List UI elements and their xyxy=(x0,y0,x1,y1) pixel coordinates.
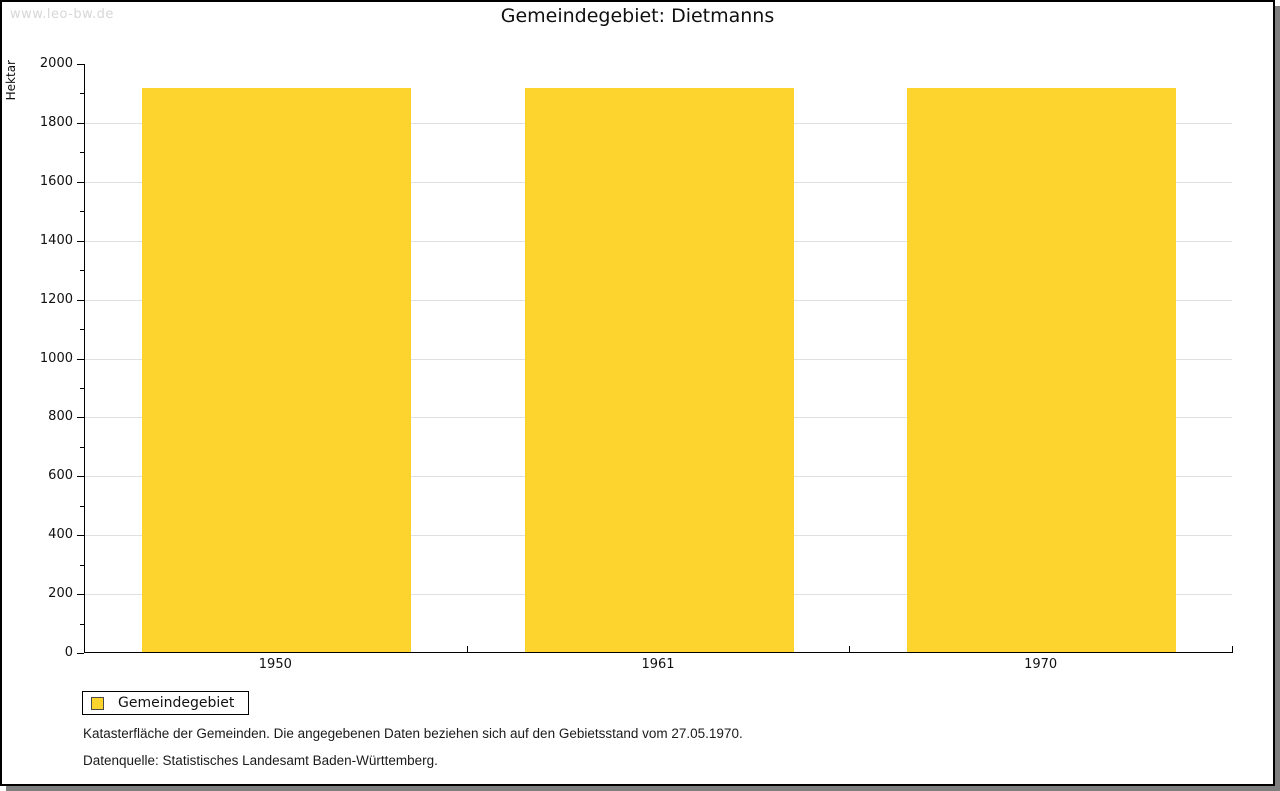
chart-title: Gemeindegebiet: Dietmanns xyxy=(500,5,775,27)
y-minor-tick-500 xyxy=(80,505,84,507)
y-minor-tick-1100 xyxy=(80,329,84,331)
y-minor-tick-1700 xyxy=(80,152,84,154)
y-tick-200 xyxy=(77,594,84,596)
y-tick-400 xyxy=(77,535,84,537)
y-tick-label-2000: 2000 xyxy=(39,56,73,71)
x-category-label-1970: 1970 xyxy=(1024,657,1058,672)
bar-1950 xyxy=(141,88,411,652)
x-tick-1 xyxy=(466,646,468,653)
y-tick-label-400: 400 xyxy=(48,527,73,543)
y-minor-tick-300 xyxy=(80,564,84,566)
y-tick-label-1400: 1400 xyxy=(39,232,73,248)
legend: Gemeindegebiet xyxy=(82,691,250,715)
y-tick-label-600: 600 xyxy=(48,468,73,484)
y-tick-label-1000: 1000 xyxy=(39,350,73,366)
y-minor-tick-1300 xyxy=(80,270,84,272)
y-tick-1000 xyxy=(77,358,84,360)
y-minor-tick-900 xyxy=(80,387,84,389)
y-tick-label-1800: 1800 xyxy=(39,114,73,130)
footnotes: Katasterfläche der Gemeinden. Die angege… xyxy=(83,726,743,780)
bar-1970 xyxy=(907,88,1177,652)
x-tick-3 xyxy=(1232,646,1233,653)
watermark-leo-bw: www.leo-bw.de xyxy=(10,7,114,22)
y-minor-tick-1500 xyxy=(80,211,84,213)
plot-area xyxy=(84,64,1232,653)
y-tick-800 xyxy=(77,417,84,419)
footnote-source-note: Katasterfläche der Gemeinden. Die angege… xyxy=(83,726,743,741)
x-tick-2 xyxy=(849,646,851,653)
y-tick-1800 xyxy=(77,122,84,124)
y-tick-label-0: 0 xyxy=(64,645,73,660)
footnote-data-source: Datenquelle: Statistisches Landesamt Bad… xyxy=(83,753,438,768)
bar-1961 xyxy=(524,88,794,652)
y-tick-label-1600: 1600 xyxy=(39,173,73,189)
y-minor-tick-100 xyxy=(80,623,84,625)
y-tick-600 xyxy=(77,476,84,478)
legend-label: Gemeindegebiet xyxy=(118,695,235,711)
y-minor-tick-1900 xyxy=(80,93,84,95)
y-tick-1200 xyxy=(77,299,84,301)
y-tick-1600 xyxy=(77,181,84,183)
y-tick-1400 xyxy=(77,240,84,242)
y-axis-title: Hektar xyxy=(4,60,18,101)
y-tick-label-800: 800 xyxy=(48,409,73,425)
y-tick-0 xyxy=(77,653,84,654)
x-category-label-1950: 1950 xyxy=(258,657,292,672)
y-tick-2000 xyxy=(77,64,84,65)
y-minor-tick-700 xyxy=(80,446,84,448)
x-category-label-1961: 1961 xyxy=(641,657,675,672)
legend-swatch-gemeindegebiet xyxy=(91,696,104,710)
y-tick-label-1200: 1200 xyxy=(39,291,73,307)
y-tick-label-200: 200 xyxy=(48,586,73,602)
